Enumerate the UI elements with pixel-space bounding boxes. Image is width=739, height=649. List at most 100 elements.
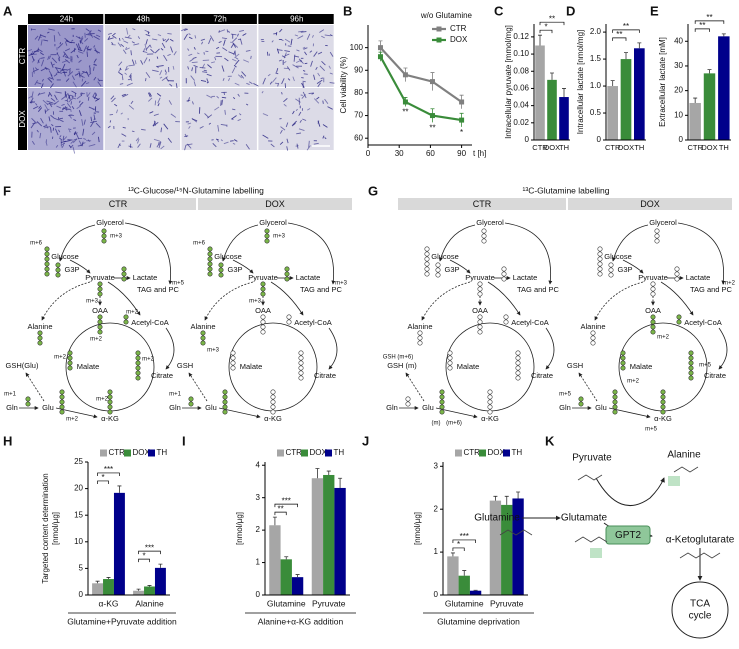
y-axis-label: Targeted content determination (41, 473, 50, 583)
cell (167, 33, 172, 35)
carbon-atom (230, 360, 236, 366)
cell (147, 92, 151, 98)
x-tick-label: Glutamine (267, 598, 306, 608)
cell (240, 74, 245, 79)
cell (313, 74, 316, 80)
reaction-arrow (41, 281, 91, 321)
cell (232, 97, 236, 100)
cell (83, 138, 87, 140)
cell (111, 41, 114, 45)
carbon-atom (200, 330, 206, 336)
cell (67, 71, 74, 77)
cell (71, 39, 74, 42)
bar (607, 86, 618, 140)
cell (156, 141, 161, 148)
cell (117, 42, 122, 47)
carbon-atom (660, 404, 666, 410)
metabolite: Pyruvate (85, 273, 115, 282)
significance-label: * (101, 473, 104, 482)
cell (302, 70, 306, 72)
carbon-atom (578, 401, 584, 407)
y-tick-label: 25 (74, 457, 83, 466)
y-tick-label: 100 (350, 43, 364, 52)
cell (77, 144, 83, 147)
cell (144, 43, 148, 51)
cell (231, 67, 236, 74)
glutamate-structure (574, 536, 608, 543)
cell (66, 68, 72, 71)
cell (130, 100, 134, 105)
cell (203, 69, 207, 72)
cell (93, 63, 97, 66)
cell (53, 35, 56, 42)
cell (78, 110, 82, 117)
cell (54, 128, 59, 136)
cell (43, 125, 47, 128)
cell (324, 137, 327, 140)
cell (203, 52, 205, 55)
x-tick-label: TH (719, 143, 729, 152)
cell (35, 102, 38, 106)
carbon-atom (286, 319, 292, 325)
cell (302, 46, 306, 49)
cell (118, 61, 123, 66)
cell (235, 57, 239, 60)
metabolite: Glu (205, 403, 217, 412)
cell (286, 66, 291, 71)
cell (324, 98, 329, 105)
cell (118, 144, 122, 146)
cell (97, 29, 102, 32)
carbon-atom (135, 365, 141, 371)
carbon-atom (298, 365, 304, 371)
cell (58, 137, 63, 141)
carbon-atom (207, 271, 213, 277)
condition-label: DOX (265, 199, 285, 209)
metabolite: α-KG (101, 414, 119, 423)
legend-label: DOX (450, 35, 468, 44)
isotopologue: m+2 (126, 310, 139, 316)
panel-label: A (3, 3, 13, 18)
carbon-atom (477, 319, 483, 325)
carbon-atom (417, 340, 423, 346)
cell (79, 40, 82, 44)
cell (29, 97, 34, 104)
cell (125, 67, 129, 71)
carbon-atom (435, 272, 441, 278)
cell (228, 30, 230, 33)
cell (208, 122, 211, 125)
error-bar (516, 491, 521, 499)
significance-label: *** (145, 543, 154, 552)
cell (284, 38, 291, 43)
y-tick-label: 60 (354, 133, 363, 142)
micrograph (258, 88, 334, 151)
metabolite: Gln (559, 403, 571, 412)
cell (118, 37, 121, 41)
error-bar (707, 69, 712, 74)
y-tick-label: 0.04 (513, 101, 529, 110)
cell (85, 28, 91, 32)
cell (48, 77, 53, 80)
cell (92, 92, 96, 98)
carbon-atom (67, 365, 73, 371)
cell (38, 34, 42, 41)
carbon-atom (37, 335, 43, 341)
cell (38, 92, 46, 95)
carbon-atom (674, 271, 680, 277)
pathway-diagram: Glycerol Glucose G3P Pyruvate Lactate TAG and… (4, 218, 185, 423)
carbon-atom (447, 350, 453, 356)
cell (119, 83, 124, 85)
cell (40, 57, 45, 59)
column-label: 96h (290, 15, 303, 24)
cell (65, 94, 68, 98)
carbon-atom (620, 365, 626, 371)
carbon-atom (260, 286, 266, 292)
error-bar (538, 34, 542, 46)
cell (92, 66, 95, 71)
carbon-atom (424, 261, 430, 267)
carbon-atom (660, 409, 666, 415)
cell (93, 58, 97, 63)
carbon-atom (25, 401, 31, 407)
condition-header (398, 198, 566, 210)
cell (51, 57, 58, 64)
cell (64, 41, 68, 46)
